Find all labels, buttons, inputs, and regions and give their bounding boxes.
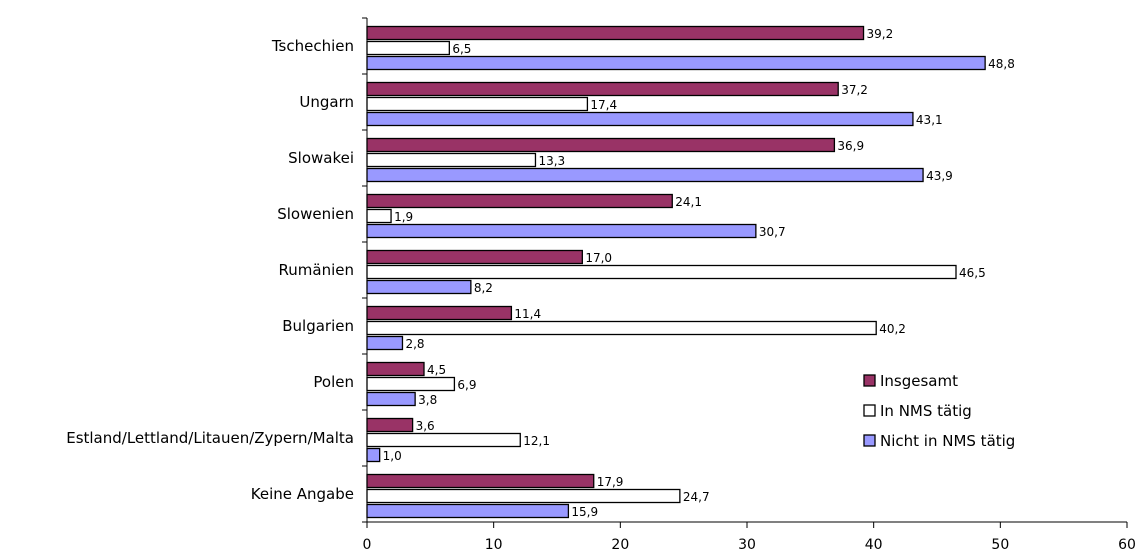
bar-in-nms-t-tig-keine-angabe [366, 488, 681, 504]
bar-insgesamt-estland-lettland-litauen-zypern-malta [366, 417, 414, 433]
legend: Insgesamt In NMS tätig Nicht in NMS tätig [863, 372, 1015, 450]
bar-insgesamt-slowakei [366, 137, 836, 153]
legend-label-insgesamt: Insgesamt [880, 372, 958, 390]
category-label-estland-lettland-litauen-zypern-malta: Estland/Lettland/Litauen/Zypern/Malta [66, 429, 354, 447]
value-label-in-nms-t-tig-tschechien: 6,5 [452, 42, 471, 56]
value-label-insgesamt-tschechien: 39,2 [867, 27, 894, 41]
bar-in-nms-t-tig-polen [366, 376, 456, 392]
x-tick-label-10: 10 [485, 537, 503, 551]
bar-nicht-in-nms-t-tig-keine-angabe [366, 503, 570, 519]
bar-insgesamt-bulgarien [366, 305, 513, 321]
value-label-insgesamt-bulgarien: 11,4 [514, 307, 541, 321]
bar-nicht-in-nms-t-tig-rum-nien [366, 279, 472, 295]
legend-swatch-insgesamt [863, 374, 876, 387]
bar-insgesamt-rum-nien [366, 249, 583, 265]
value-label-insgesamt-estland-lettland-litauen-zypern-malta: 3,6 [416, 419, 435, 433]
x-tick-label-40: 40 [865, 537, 883, 551]
legend-label-in-nms-t-tig: In NMS tätig [880, 402, 972, 420]
category-labels: Tschechien Ungarn Slowakei Slowenien Rumänie… [66, 37, 354, 503]
value-label-in-nms-t-tig-bulgarien: 40,2 [879, 322, 906, 336]
x-tick-label-50: 50 [991, 537, 1009, 551]
value-label-nicht-in-nms-t-tig-polen: 3,8 [418, 393, 437, 407]
bar-in-nms-t-tig-slowenien [366, 208, 392, 224]
value-label-insgesamt-polen: 4,5 [427, 363, 446, 377]
bar-in-nms-t-tig-ungarn [366, 96, 589, 112]
value-label-nicht-in-nms-t-tig-slowakei: 43,9 [926, 169, 953, 183]
bar-insgesamt-ungarn [366, 81, 839, 97]
value-labels: 39,2 6,5 48,8 37,2 17,4 43,1 36,9 13,3 43,9 24,1 1… [383, 27, 1015, 519]
legend-swatch-in-nms-t-tig [863, 404, 876, 417]
category-label-bulgarien: Bulgarien [282, 317, 354, 335]
x-tick-label-20: 20 [611, 537, 629, 551]
category-label-polen: Polen [313, 373, 354, 391]
value-label-nicht-in-nms-t-tig-tschechien: 48,8 [988, 57, 1015, 71]
bar-in-nms-t-tig-bulgarien [366, 320, 877, 336]
bar-nicht-in-nms-t-tig-bulgarien [366, 335, 404, 351]
value-label-nicht-in-nms-t-tig-keine-angabe: 15,9 [571, 505, 598, 519]
bar-nicht-in-nms-t-tig-tschechien [366, 55, 986, 71]
bar-nicht-in-nms-t-tig-slowenien [366, 223, 757, 239]
value-label-insgesamt-slowakei: 36,9 [837, 139, 864, 153]
value-label-insgesamt-slowenien: 24,1 [675, 195, 702, 209]
bar-in-nms-t-tig-estland-lettland-litauen-zypern-malta [366, 432, 521, 448]
bar-insgesamt-slowenien [366, 193, 673, 209]
category-label-ungarn: Ungarn [299, 93, 354, 111]
category-label-keine-angabe: Keine Angabe [251, 485, 354, 503]
bar-insgesamt-tschechien [366, 25, 865, 41]
bar-insgesamt-polen [366, 361, 425, 377]
value-label-nicht-in-nms-t-tig-ungarn: 43,1 [916, 113, 943, 127]
legend-swatch-nicht-in-nms-t-tig [863, 434, 876, 447]
bar-nicht-in-nms-t-tig-estland-lettland-litauen-zypern-malta [366, 447, 381, 463]
category-label-tschechien: Tschechien [271, 37, 354, 55]
x-tick-label-60: 60 [1118, 537, 1136, 551]
value-label-in-nms-t-tig-keine-angabe: 24,7 [683, 490, 710, 504]
value-label-nicht-in-nms-t-tig-rum-nien: 8,2 [474, 281, 493, 295]
category-label-rum-nien: Rumänien [279, 261, 354, 279]
x-tick-label-0: 0 [363, 537, 372, 551]
value-label-in-nms-t-tig-rum-nien: 46,5 [959, 266, 986, 280]
value-label-in-nms-t-tig-slowenien: 1,9 [394, 210, 413, 224]
category-label-slowakei: Slowakei [288, 149, 354, 167]
bar-nicht-in-nms-t-tig-slowakei [366, 167, 924, 183]
bar-in-nms-t-tig-tschechien [366, 40, 450, 56]
value-label-nicht-in-nms-t-tig-slowenien: 30,7 [759, 225, 786, 239]
value-label-insgesamt-keine-angabe: 17,9 [597, 475, 624, 489]
bar-nicht-in-nms-t-tig-polen [366, 391, 416, 407]
bar-nicht-in-nms-t-tig-ungarn [366, 111, 914, 127]
value-label-insgesamt-rum-nien: 17,0 [585, 251, 612, 265]
category-label-slowenien: Slowenien [277, 205, 354, 223]
x-tick-label-30: 30 [738, 537, 756, 551]
bar-insgesamt-keine-angabe [366, 473, 595, 489]
bar-in-nms-t-tig-rum-nien [366, 264, 957, 280]
bar-in-nms-t-tig-slowakei [366, 152, 537, 168]
value-label-nicht-in-nms-t-tig-bulgarien: 2,8 [405, 337, 424, 351]
legend-label-nicht-in-nms-t-tig: Nicht in NMS tätig [880, 432, 1015, 450]
value-label-in-nms-t-tig-estland-lettland-litauen-zypern-malta: 12,1 [523, 434, 550, 448]
value-label-in-nms-t-tig-ungarn: 17,4 [590, 98, 617, 112]
value-label-in-nms-t-tig-slowakei: 13,3 [538, 154, 565, 168]
value-label-nicht-in-nms-t-tig-estland-lettland-litauen-zypern-malta: 1,0 [383, 449, 402, 463]
value-label-in-nms-t-tig-polen: 6,9 [457, 378, 476, 392]
axes-group: 0 10 20 30 40 50 60 [362, 17, 1136, 551]
value-label-insgesamt-ungarn: 37,2 [841, 83, 868, 97]
